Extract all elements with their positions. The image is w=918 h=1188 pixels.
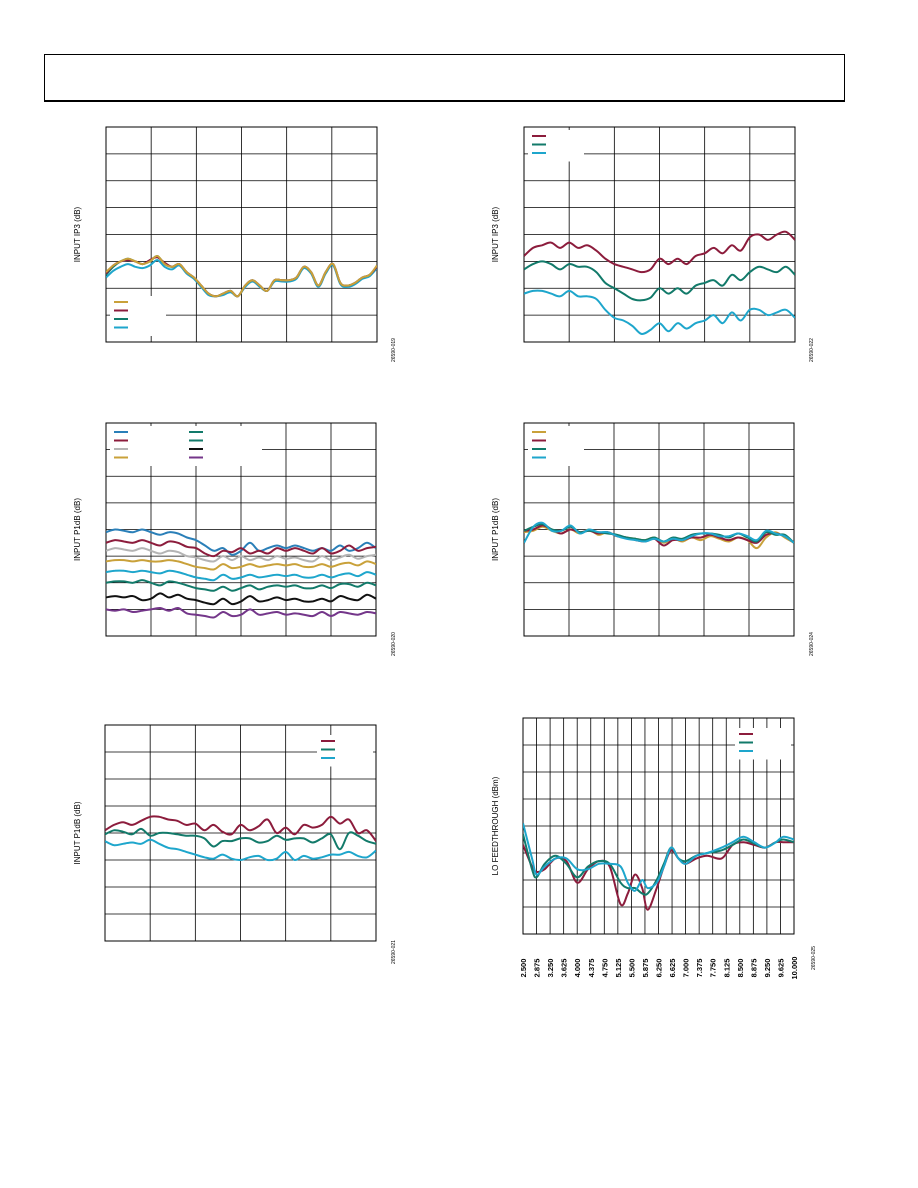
chart-input-p1db-bottom: INPUT P1dB (dB) 26590-021 xyxy=(73,724,397,964)
series-group xyxy=(524,230,795,335)
plot-frame xyxy=(104,724,377,942)
legend xyxy=(110,296,166,336)
legend xyxy=(528,426,584,466)
series-line-blue xyxy=(106,528,376,556)
legend-box xyxy=(317,735,373,767)
series-line-purple xyxy=(106,606,376,619)
y-axis-label: LO FEEDTHROUGH (dBm) xyxy=(491,776,500,875)
chart-input-p1db-right: INPUT P1dB (dB) 26590-024 xyxy=(491,422,815,656)
plot-frame xyxy=(523,422,795,637)
page-header-box xyxy=(44,54,845,102)
x-tick-label: 4.000 xyxy=(573,959,582,978)
x-tick-label: 7.750 xyxy=(709,959,718,978)
x-tick-label: 6.625 xyxy=(668,959,677,978)
x-tick-label: 9.250 xyxy=(763,959,772,978)
legend-box xyxy=(110,426,262,466)
x-tick-label: 3.625 xyxy=(560,959,569,978)
x-tick-label: 7.375 xyxy=(695,959,704,978)
legend xyxy=(735,728,791,760)
legend xyxy=(110,426,262,466)
figure-id: 26590-024 xyxy=(809,632,815,656)
figure-id: 26590-019 xyxy=(391,338,397,362)
series-group xyxy=(105,815,376,862)
plot-frame xyxy=(105,422,377,637)
x-tick-label: 3.250 xyxy=(546,959,555,978)
series-line-maroon xyxy=(105,815,376,842)
series-group xyxy=(106,528,376,619)
x-tick-label: 6.250 xyxy=(655,959,664,978)
y-axis-label: INPUT IP3 (dB) xyxy=(491,206,500,262)
plot-frame xyxy=(523,126,796,343)
x-tick-label: 2.875 xyxy=(533,959,542,978)
x-tick-label: 9.625 xyxy=(776,959,785,978)
x-tick-label: 8.875 xyxy=(749,959,758,978)
x-tick-label: 2.500 xyxy=(519,959,528,978)
x-tick-label: 8.125 xyxy=(722,959,731,978)
x-tick-label: 7.000 xyxy=(682,959,691,978)
series-line-maroon xyxy=(106,539,376,558)
series-line-cyan xyxy=(523,823,794,892)
series-line-cyan xyxy=(105,838,376,862)
series-line-gray xyxy=(106,547,376,563)
figure-id: 26590-020 xyxy=(391,632,397,656)
series-line-cyan xyxy=(524,289,795,335)
series-group xyxy=(106,255,377,298)
chart-lo-feedthrough: LO FEEDTHROUGH (dBm) 26590-025 2.500 2.875 3… xyxy=(491,717,817,980)
plot-frame xyxy=(105,126,378,343)
x-tick-label: 5.125 xyxy=(614,959,623,978)
series-line-gold xyxy=(106,255,377,298)
chart-input-ip3-left: INPUT IP3 (dB) 26590-019 xyxy=(73,126,397,362)
series-line-maroon xyxy=(524,230,795,274)
y-axis-label: INPUT P1dB (dB) xyxy=(73,801,82,864)
x-tick-label: 4.750 xyxy=(600,959,609,978)
y-axis-label: INPUT P1dB (dB) xyxy=(73,498,82,561)
grid xyxy=(524,423,794,636)
figure-id: 26590-021 xyxy=(391,940,397,964)
x-tick-label: 5.875 xyxy=(641,959,650,978)
legend xyxy=(317,735,373,767)
figure-id: 26590-025 xyxy=(811,946,817,970)
chart-input-p1db-left: INPUT P1dB (dB) 26590-020 xyxy=(73,422,397,656)
series-line-teal xyxy=(106,579,376,592)
legend xyxy=(528,130,584,162)
series-line-maroon xyxy=(523,840,794,911)
series-line-gold xyxy=(106,558,376,571)
legend-box xyxy=(528,130,584,162)
x-tick-label: 5.500 xyxy=(627,959,636,978)
x-tick-label: 10.000 xyxy=(790,957,799,980)
series-line-maroon xyxy=(524,524,794,547)
x-tick-label: 4.375 xyxy=(587,959,596,978)
figure-id: 26590-022 xyxy=(809,338,815,362)
series-line-cyan xyxy=(524,521,794,544)
legend-box xyxy=(735,728,791,760)
series-line-teal xyxy=(105,827,376,851)
series-group xyxy=(524,521,794,550)
y-axis-label: INPUT IP3 (dB) xyxy=(73,206,82,262)
series-line-black xyxy=(106,592,376,606)
series-line-cyan xyxy=(106,569,376,582)
y-axis-label: INPUT P1dB (dB) xyxy=(491,498,500,561)
chart-input-ip3-right: INPUT IP3 (dB) 26590-022 xyxy=(491,126,815,362)
series-group xyxy=(523,823,794,911)
x-tick-label: 8.500 xyxy=(736,959,745,978)
series-line-teal xyxy=(524,260,795,302)
